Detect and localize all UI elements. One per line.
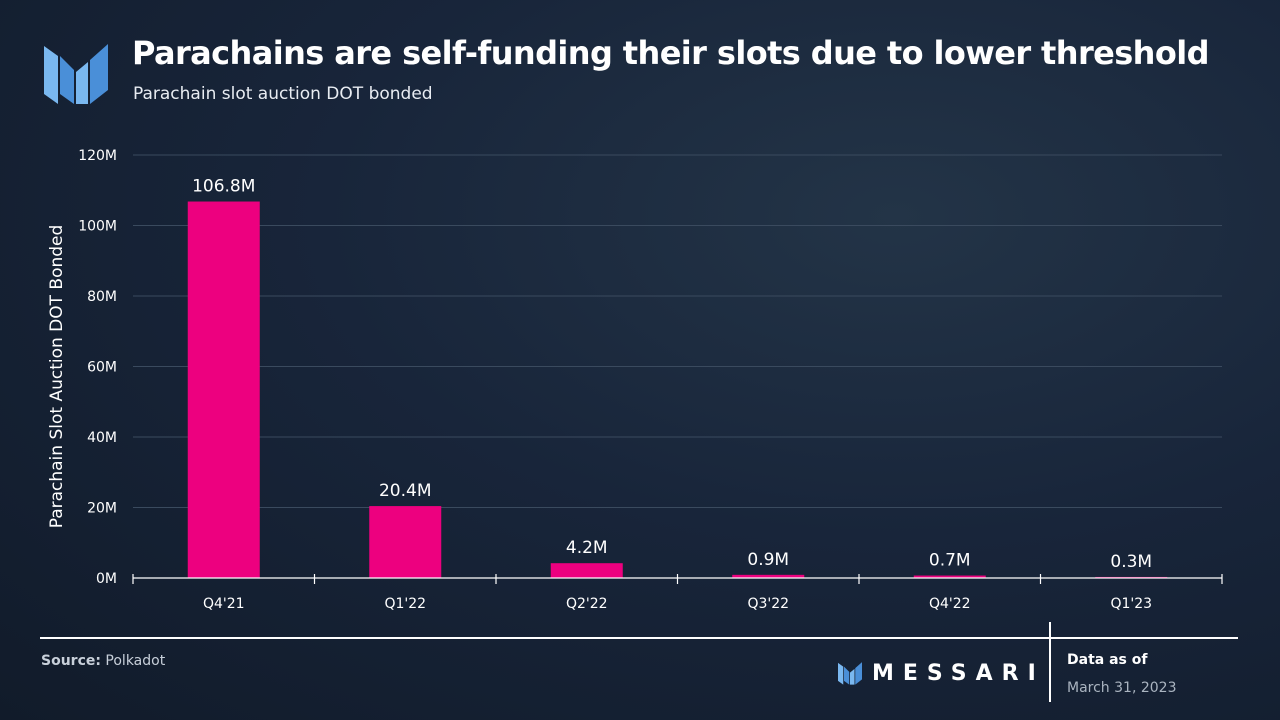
bar xyxy=(913,575,986,578)
bar xyxy=(369,506,442,578)
y-tick-label: 60M xyxy=(87,360,117,376)
bar-value-label: 0.3M xyxy=(1110,552,1152,572)
source-note: Source: Polkadot xyxy=(41,653,165,669)
bar-value-label: 106.8M xyxy=(192,177,255,197)
footer-vertical-divider xyxy=(1049,622,1051,702)
bar xyxy=(732,574,805,578)
messari-logo-icon xyxy=(44,44,108,104)
messari-mark-icon xyxy=(838,662,862,685)
data-as-of-label: Data as of xyxy=(1067,652,1148,668)
bar-value-label: 20.4M xyxy=(379,481,432,501)
chart-title: Parachains are self-funding their slots … xyxy=(132,34,1210,72)
y-tick-label: 0M xyxy=(96,571,117,587)
bar xyxy=(550,563,623,578)
chart-subtitle: Parachain slot auction DOT bonded xyxy=(133,84,433,104)
x-tick-label: Q1'23 xyxy=(1110,596,1152,612)
data-as-of-date: March 31, 2023 xyxy=(1067,680,1177,696)
y-tick-label: 20M xyxy=(87,501,117,517)
bar-value-label: 4.2M xyxy=(566,538,608,558)
y-tick-label: 80M xyxy=(87,289,117,305)
y-tick-label: 100M xyxy=(78,219,117,235)
x-tick-label: Q4'22 xyxy=(929,596,971,612)
bar-value-label: 0.7M xyxy=(929,551,971,571)
messari-wordmark: MESSARI xyxy=(872,660,1045,686)
bar-value-label: 0.9M xyxy=(747,550,789,570)
x-tick-label: Q2'22 xyxy=(566,596,608,612)
y-tick-label: 120M xyxy=(78,148,117,164)
y-tick-label: 40M xyxy=(87,430,117,446)
messari-brand: MESSARI xyxy=(838,660,1045,686)
x-tick-label: Q4'21 xyxy=(203,596,245,612)
x-tick-label: Q1'22 xyxy=(384,596,426,612)
y-axis-title: Parachain Slot Auction DOT Bonded xyxy=(47,225,67,529)
x-tick-label: Q3'22 xyxy=(747,596,789,612)
footer-divider xyxy=(40,637,1238,639)
source-value: Polkadot xyxy=(105,653,166,669)
bar xyxy=(187,201,260,578)
source-label: Source: xyxy=(41,653,101,669)
